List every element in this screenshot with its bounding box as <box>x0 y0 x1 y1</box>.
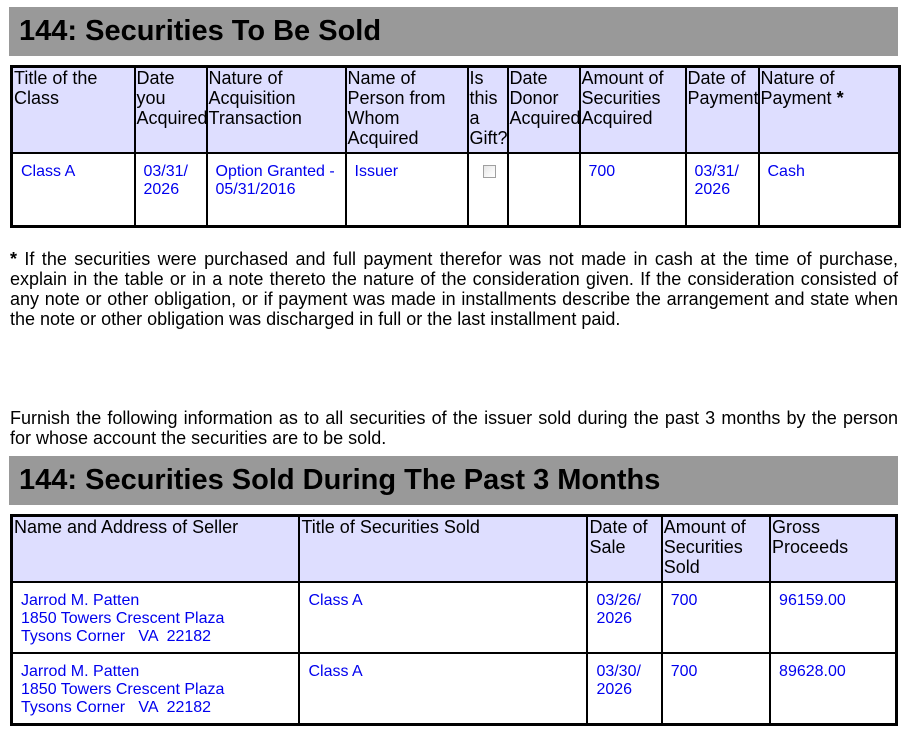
footnote-asterisk: * <box>10 249 18 269</box>
header-date-donor-acquired: Date Donor Acquired <box>506 65 581 154</box>
seller-zip: 22182 <box>166 699 212 716</box>
header-date-acquired: Date you Acquired <box>133 65 208 154</box>
header-nature-of-payment-label: Nature of Payment <box>760 68 835 108</box>
footnote-paragraph: * If the securities were purchased and f… <box>10 249 898 329</box>
cell-gross-proceeds: 96159.00 <box>769 581 898 654</box>
seller-state: VA <box>138 628 158 645</box>
seller-zip: 22182 <box>166 628 212 645</box>
table-row: Jarrod M. Patten 1850 Towers Crescent Pl… <box>10 581 898 654</box>
section-title-securities-to-be-sold: 144: Securities To Be Sold <box>9 7 898 56</box>
header-amount-acquired: Amount of Securities Acquired <box>578 65 687 154</box>
footnote-text: If the securities were purchased and ful… <box>10 249 898 329</box>
header-person-from-whom-acquired: Name of Person from Whom Acquired <box>344 65 469 154</box>
header-is-gift: Is this a Gift? <box>466 65 509 154</box>
header-date-of-sale: Date of Sale <box>586 514 663 583</box>
table-header-row: Title of the Class Date you Acquired Nat… <box>10 65 901 154</box>
header-title-of-class: Title of the Class <box>10 65 136 154</box>
seller-name: Jarrod M. Patten <box>21 592 140 609</box>
cell-amount-sold: 700 <box>660 581 772 654</box>
table-row: Class A 03/31/ 2026 Option Granted - 05/… <box>10 152 901 228</box>
seller-name: Jarrod M. Patten <box>21 663 140 680</box>
header-nature-of-acquisition: Nature of Acquisition Transaction <box>205 65 347 154</box>
header-gross-proceeds: Gross Proceeds <box>769 514 898 583</box>
cell-seller-name-address: Jarrod M. Patten 1850 Towers Crescent Pl… <box>10 652 301 726</box>
seller-city-state-zip: Tysons Corner VA 22182 <box>21 628 294 646</box>
asterisk-marker: * <box>836 88 844 108</box>
cell-amount-acquired: 700 <box>578 152 687 228</box>
header-seller-name-address: Name and Address of Seller <box>10 514 301 583</box>
cell-date-acquired: 03/31/ 2026 <box>133 152 208 228</box>
cell-title-of-class: Class A <box>10 152 136 228</box>
cell-nature-of-acquisition: Option Granted - 05/31/2016 <box>205 152 347 228</box>
cell-title-sold: Class A <box>298 652 589 726</box>
cell-date-donor-acquired <box>506 152 581 228</box>
header-title-sold: Title of Securities Sold <box>298 514 589 583</box>
securities-to-be-sold-table: Title of the Class Date you Acquired Nat… <box>10 65 901 228</box>
cell-gross-proceeds: 89628.00 <box>769 652 898 726</box>
securities-sold-past-3-months-table: Name and Address of Seller Title of Secu… <box>10 514 898 726</box>
seller-city: Tysons Corner <box>21 699 126 716</box>
header-date-of-payment: Date of Payment <box>684 65 760 154</box>
cell-is-gift <box>466 152 509 228</box>
table-header-row: Name and Address of Seller Title of Secu… <box>10 514 898 583</box>
cell-person-from-whom-acquired: Issuer <box>344 152 469 228</box>
cell-date-of-sale: 03/26/ 2026 <box>586 581 663 654</box>
cell-date-of-sale: 03/30/ 2026 <box>586 652 663 726</box>
header-amount-sold: Amount of Securities Sold <box>660 514 772 583</box>
seller-state: VA <box>138 699 158 716</box>
cell-nature-of-payment: Cash <box>757 152 901 228</box>
seller-city: Tysons Corner <box>21 628 126 645</box>
seller-street: 1850 Towers Crescent Plaza <box>21 681 225 698</box>
cell-seller-name-address: Jarrod M. Patten 1850 Towers Crescent Pl… <box>10 581 301 654</box>
seller-city-state-zip: Tysons Corner VA 22182 <box>21 699 294 717</box>
header-nature-of-payment: Nature of Payment * <box>757 65 901 154</box>
instruction-paragraph: Furnish the following information as to … <box>10 408 898 448</box>
table-row: Jarrod M. Patten 1850 Towers Crescent Pl… <box>10 652 898 726</box>
cell-amount-sold: 700 <box>660 652 772 726</box>
is-gift-checkbox[interactable] <box>482 165 496 178</box>
section-title-securities-sold-past-3-months: 144: Securities Sold During The Past 3 M… <box>9 456 898 505</box>
seller-street: 1850 Towers Crescent Plaza <box>21 610 225 627</box>
cell-title-sold: Class A <box>298 581 589 654</box>
cell-date-of-payment: 03/31/ 2026 <box>684 152 760 228</box>
